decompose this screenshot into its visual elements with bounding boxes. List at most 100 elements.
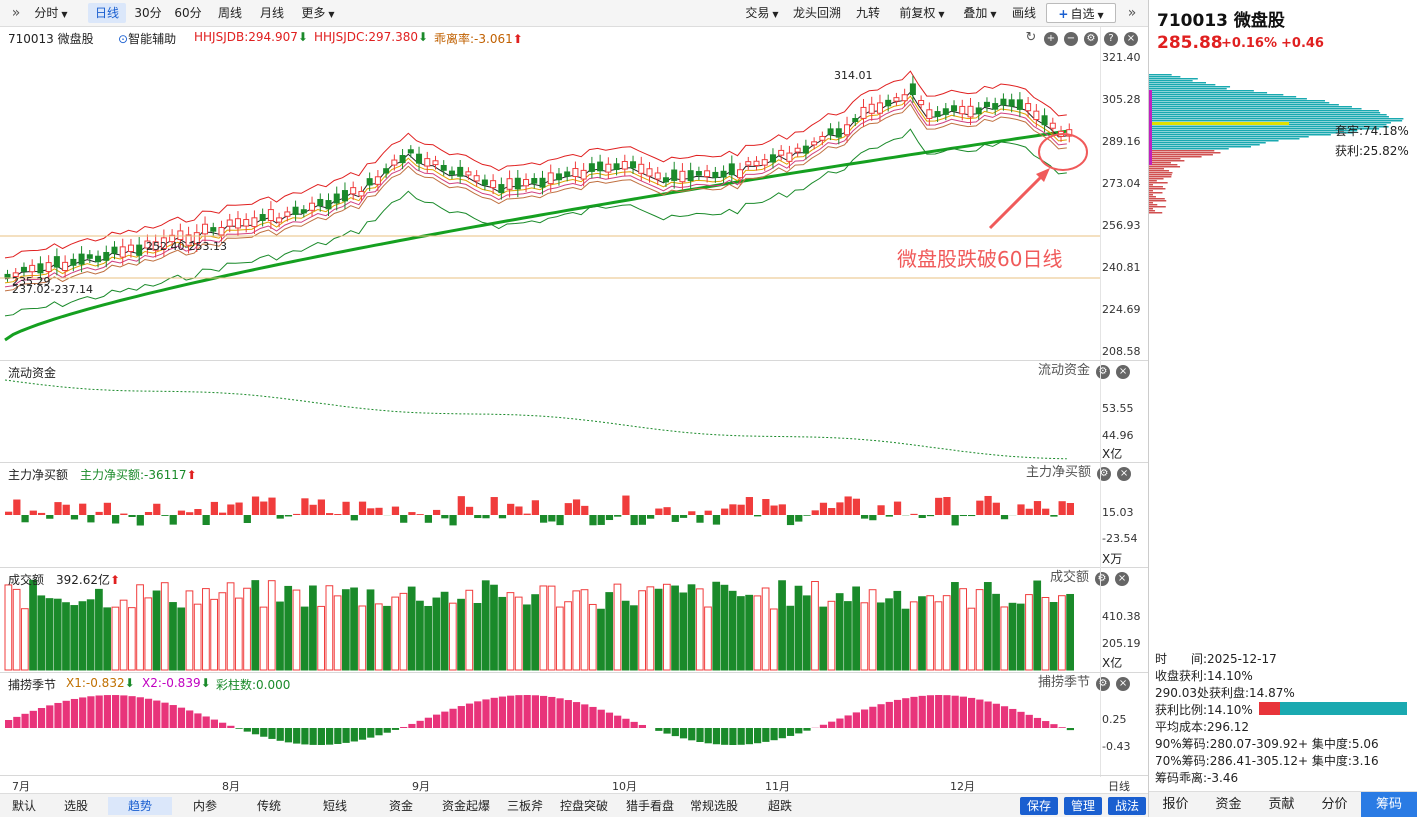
volume-tick-1: 410.38 (1102, 610, 1141, 623)
close-icon[interactable]: × (1116, 365, 1130, 379)
settings-icon[interactable]: ⚙ (1096, 365, 1110, 379)
mainnet-bar (458, 496, 465, 515)
candle-body (408, 150, 413, 153)
close-icon[interactable]: × (1117, 467, 1131, 481)
tab-short-term[interactable]: 短线 (312, 797, 358, 815)
chip-bar (1149, 106, 1352, 108)
season-bar (589, 707, 596, 728)
tab-oversold[interactable]: 超跌 (760, 797, 800, 815)
flow-tick-1: 53.55 (1102, 402, 1134, 415)
season-bar (79, 697, 86, 728)
tab-price-dist[interactable]: 分价 (1308, 792, 1361, 817)
volume-bar (359, 606, 366, 670)
tab-quote[interactable]: 报价 (1149, 792, 1202, 817)
settings-icon[interactable]: ⚙ (1096, 677, 1110, 691)
tab-control-breakout[interactable]: 控盘突破 (556, 797, 612, 815)
tab-regular-pick[interactable]: 常规选股 (686, 797, 742, 815)
candle-body (647, 169, 652, 176)
candle-body (433, 161, 438, 165)
mainnet-bar (392, 507, 399, 515)
candle-body (746, 162, 751, 165)
mainnet-bar (869, 515, 876, 520)
manage-button[interactable]: 管理 (1064, 797, 1102, 815)
flow-line (5, 380, 1067, 459)
tab-traditional[interactable]: 传统 (246, 797, 292, 815)
volume-bar (293, 590, 300, 670)
season-bar (968, 698, 975, 728)
chip-panel: 710013 微盘股 285.88 +0.16% +0.46 套牢:74.18%… (1149, 0, 1417, 817)
tab-default[interactable]: 默认 (4, 797, 44, 815)
chip-bar (1149, 148, 1229, 150)
season-bar (474, 701, 481, 728)
candle-body (359, 192, 364, 196)
chip-bar (1149, 210, 1155, 212)
mainnet-bar (482, 515, 489, 518)
volume-bar (449, 603, 456, 670)
tab-trend[interactable]: 趋势 (108, 797, 172, 815)
mainnet-bar (499, 515, 506, 518)
season-bar (359, 728, 366, 740)
save-button[interactable]: 保存 (1020, 797, 1058, 815)
season-bar (71, 699, 78, 728)
volume-bar (894, 591, 901, 670)
season-bar (524, 695, 531, 728)
candle-body (318, 199, 323, 205)
tab-three-axe[interactable]: 三板斧 (502, 797, 548, 815)
season-bar (161, 703, 168, 728)
volume-bar (252, 581, 259, 670)
settings-icon[interactable]: ⚙ (1095, 572, 1109, 586)
mainnet-bar (260, 502, 267, 515)
mainnet-bar (680, 515, 687, 518)
candle-body (894, 98, 899, 102)
tab-insider[interactable]: 内参 (182, 797, 228, 815)
season-bar (984, 702, 991, 728)
season-bar (828, 722, 835, 728)
mainnet-bar (803, 515, 810, 516)
tab-capital-burst[interactable]: 资金起爆 (438, 797, 494, 815)
tab-stock-pick[interactable]: 选股 (54, 797, 98, 815)
mainnet-bar (993, 503, 1000, 515)
volume-bar (186, 591, 193, 670)
candle-body (219, 228, 224, 235)
chart-area[interactable] (0, 0, 1148, 778)
mainnet-bar (507, 504, 514, 515)
close-icon[interactable]: × (1116, 677, 1130, 691)
chip-bar (1149, 182, 1168, 184)
candle-body (326, 201, 331, 209)
chip-bar (1149, 100, 1325, 102)
volume-bar (351, 588, 358, 670)
chip-bar (1149, 138, 1299, 140)
strategy-button[interactable]: 战法 (1108, 797, 1146, 815)
candle-body (392, 160, 397, 165)
candle-body (112, 247, 117, 253)
last-price: 285.88 (1157, 33, 1223, 53)
tab-contribution[interactable]: 贡献 (1255, 792, 1308, 817)
chip-bar (1149, 80, 1193, 82)
season-bar (927, 695, 934, 728)
tab-capital[interactable]: 资金 (378, 797, 424, 815)
season-bar (384, 728, 391, 733)
volume-bar (441, 592, 448, 670)
season-bar (211, 720, 218, 728)
season-bar (770, 728, 777, 740)
tab-hunter-watch[interactable]: 猎手看盘 (620, 797, 680, 815)
mainnet-bar (713, 515, 720, 525)
mainnet-bar (976, 501, 983, 515)
chip-bar (1149, 112, 1380, 114)
candle-body (984, 102, 989, 106)
candle-body (384, 169, 389, 173)
tab-chips[interactable]: 筹码 (1361, 792, 1417, 817)
price-tick: 273.04 (1102, 177, 1141, 190)
mainnet-bar (836, 502, 843, 515)
close-icon[interactable]: × (1115, 572, 1129, 586)
mainnet-bar (877, 505, 884, 515)
chip-bar (1149, 186, 1163, 188)
mainnet-bar (367, 508, 374, 515)
volume-bar (277, 602, 284, 670)
season-bar (433, 715, 440, 728)
season-bar (688, 728, 695, 740)
candle-body (532, 179, 537, 184)
candle-body (713, 172, 718, 177)
tab-funds[interactable]: 资金 (1202, 792, 1255, 817)
season-bar (342, 728, 349, 743)
